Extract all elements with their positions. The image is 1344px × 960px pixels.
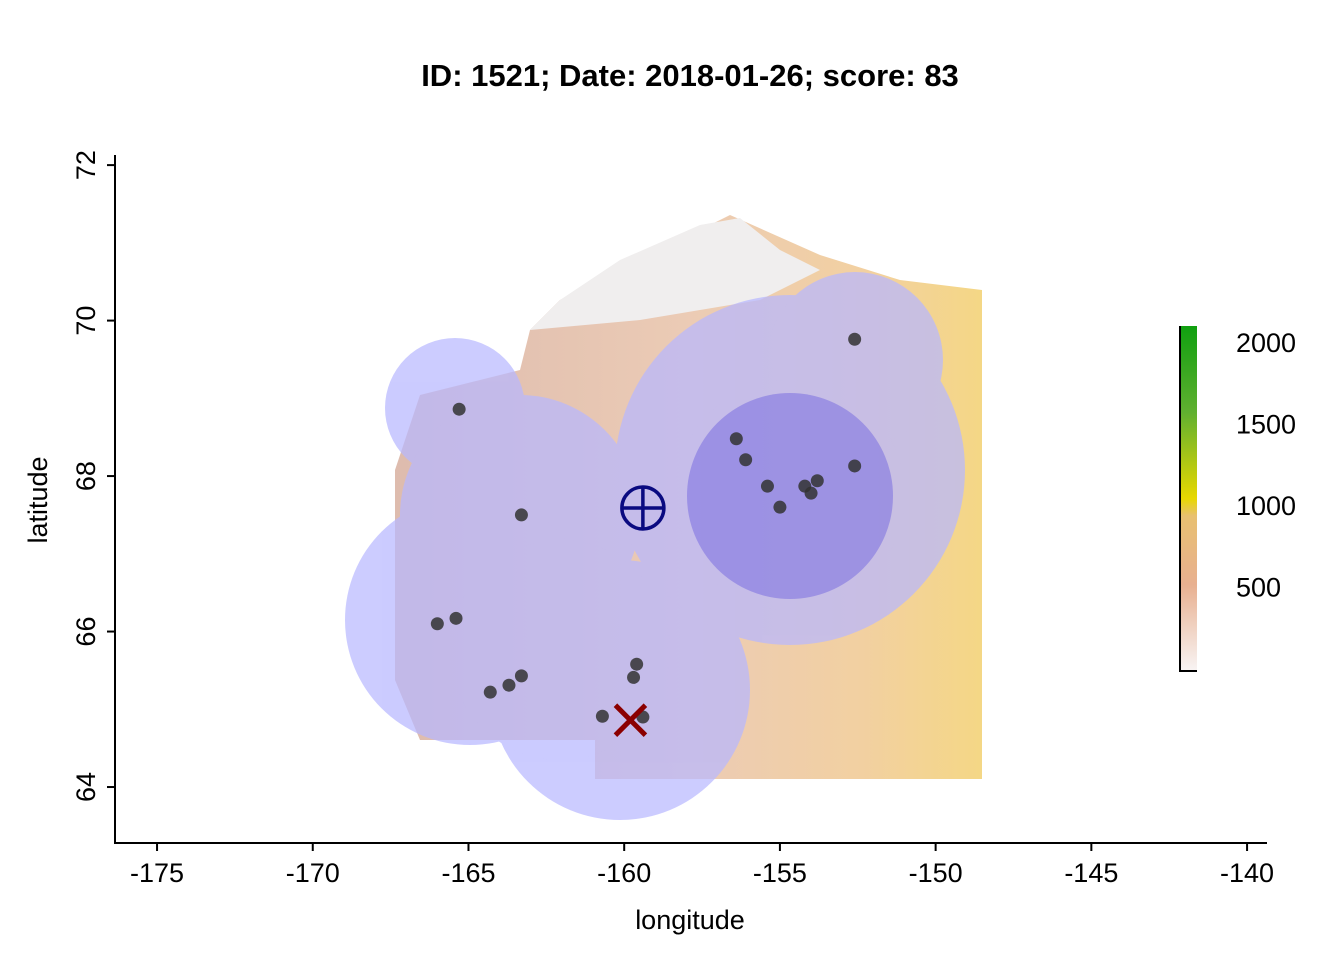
target-marker	[620, 485, 666, 531]
station-point	[739, 453, 753, 467]
station-point	[848, 332, 862, 346]
x-tick-label: -140	[1220, 858, 1274, 888]
station-point	[502, 678, 516, 692]
colorbar-tick-label: 500	[1236, 573, 1281, 603]
station-point	[627, 670, 641, 684]
colorbar-tick-label: 2000	[1236, 328, 1296, 358]
x-tick-label: -145	[1064, 858, 1118, 888]
station-point	[848, 459, 862, 473]
x-tick-label: -150	[909, 858, 963, 888]
colorbar-tick-label: 1500	[1236, 410, 1296, 440]
station-point	[514, 508, 528, 522]
station-point	[483, 685, 497, 699]
station-point	[630, 657, 644, 671]
station-point	[760, 479, 774, 493]
x-tick-label: -155	[753, 858, 807, 888]
x-axis-label: longitude	[635, 905, 745, 935]
buffer-zone	[450, 540, 670, 760]
x-tick-label: -170	[286, 858, 340, 888]
station-point	[452, 402, 466, 416]
station-point	[729, 432, 743, 446]
station-point	[449, 611, 463, 625]
station-point	[804, 486, 818, 500]
y-tick-label: 66	[71, 617, 101, 647]
colorbar	[1180, 326, 1197, 671]
station-point	[773, 500, 787, 514]
station-point	[514, 669, 528, 683]
estimate-marker	[613, 703, 648, 737]
chart-title: ID: 1521; Date: 2018-01-26; score: 83	[421, 58, 959, 93]
colorbar-tick-label: 1000	[1236, 491, 1296, 521]
x-tick-label: -165	[441, 858, 495, 888]
station-point	[810, 474, 824, 488]
colorbar-frame	[1179, 326, 1197, 672]
y-tick-label: 72	[71, 150, 101, 180]
station-point	[430, 617, 444, 631]
target-cross	[621, 486, 664, 529]
buffer-zones	[345, 272, 965, 820]
axes	[114, 155, 1267, 844]
core-zone	[687, 393, 893, 599]
y-tick-label: 68	[71, 461, 101, 491]
station-point	[595, 709, 609, 723]
y-tick-label: 64	[71, 772, 101, 802]
x-tick-label: -175	[130, 858, 184, 888]
y-tick-label: 70	[71, 306, 101, 336]
x-tick-label: -160	[597, 858, 651, 888]
y-axis-label: latitude	[23, 456, 53, 543]
